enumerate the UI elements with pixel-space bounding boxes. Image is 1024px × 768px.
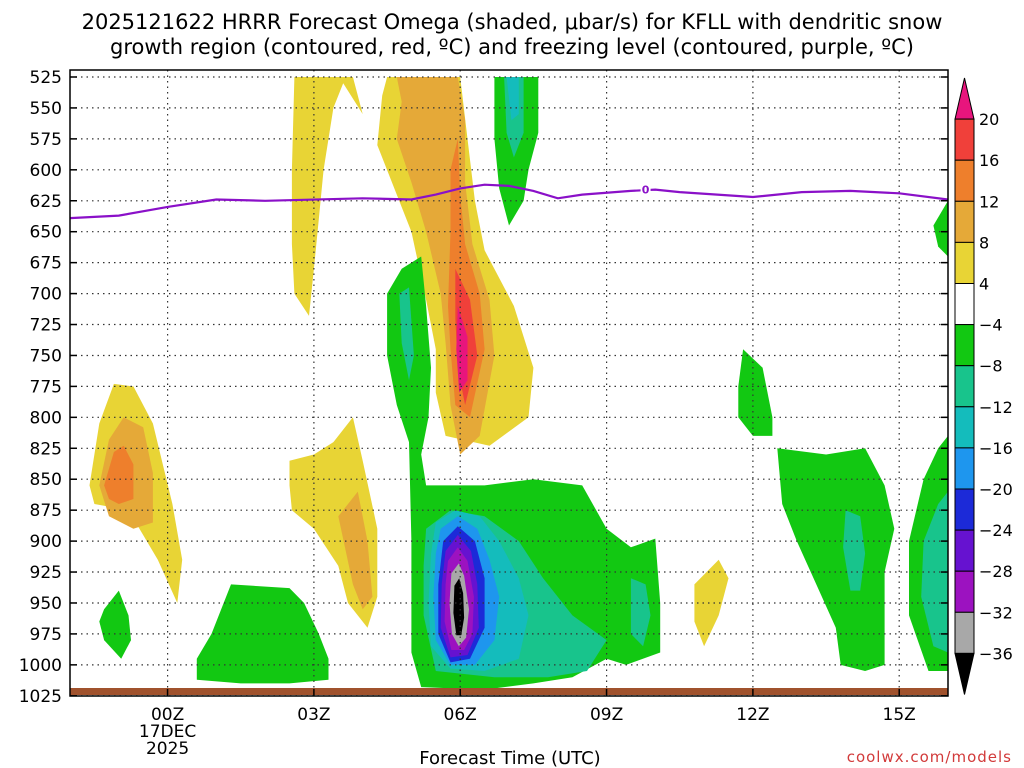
y-tick-label: 850 (30, 470, 62, 490)
plot-frame (69, 69, 949, 697)
y-tick-label: 700 (30, 285, 62, 305)
colorbar-band-9 (954, 447, 975, 490)
plot-border (69, 69, 949, 697)
colorbar-band-5 (954, 283, 975, 326)
colorbar-label: 12 (979, 192, 999, 211)
x-tick-label: 03Z (297, 705, 330, 725)
colorbar-band-13 (954, 611, 975, 654)
y-tick-label: 875 (30, 501, 62, 521)
colorbar: 20 16 12 8 4 −4 −8 −12 −16 −20 −24 −28 −32 −36 (954, 77, 1013, 695)
chart-title-line-2: growth region (contoured, red, ºC) and f… (110, 35, 914, 59)
colorbar-label: −12 (979, 398, 1013, 417)
colorbar-label: −20 (979, 480, 1013, 499)
y-tick-label: 575 (30, 130, 62, 150)
omega-region-33 (933, 200, 948, 257)
colorbar-band-10 (954, 488, 975, 531)
omega-region-18 (630, 578, 651, 647)
x-tick-label: 06Z (444, 705, 477, 725)
colorbar-label: −8 (979, 357, 1003, 376)
colorbar-band-3 (954, 200, 975, 243)
omega-region-8 (456, 306, 468, 393)
y-tick-label: 675 (30, 254, 62, 274)
colorbar-label: −28 (979, 562, 1013, 581)
y-tick-label: 775 (30, 377, 62, 397)
x-tick-label: 09Z (590, 705, 623, 725)
y-tick-label: 1000 (19, 656, 62, 676)
x-tick-label: 12Z (736, 705, 769, 725)
y-tick-label: 750 (30, 347, 62, 367)
colorbar-label: 8 (979, 233, 989, 252)
y-tick-label: 800 (30, 408, 62, 428)
y-tick-label: 1025 (19, 687, 62, 707)
y-tick-label: 975 (30, 625, 62, 645)
y-tick-label: 650 (30, 223, 62, 243)
y-axis: 525 550 575 600 625 650 675 700 725 750 775 800 825 8… (19, 68, 948, 707)
freezing-level: 0 (70, 181, 948, 220)
colorbar-band-1 (954, 118, 975, 161)
omega-region-10 (338, 491, 373, 610)
colorbar-label: −16 (979, 439, 1013, 458)
colorbar-band-8 (954, 406, 975, 449)
colorbar-label: −24 (979, 521, 1013, 540)
omega-region-11 (694, 559, 729, 647)
credit-link[interactable]: coolwx.com/models (847, 748, 1012, 766)
colorbar-band-12 (954, 570, 975, 613)
x-tick-label: 00Z (151, 705, 184, 725)
colorbar-label: −4 (979, 316, 1003, 335)
surface-bar (70, 688, 948, 695)
y-tick-label: 950 (30, 594, 62, 614)
colorbar-band-6 (954, 324, 975, 367)
omega-region-3 (291, 77, 363, 316)
colorbar-band-4 (954, 241, 975, 284)
colorbar-band-11 (954, 529, 975, 572)
omega-region-12 (494, 77, 539, 226)
x-tick-sublabel: 17DEC (139, 722, 196, 742)
omega-shading (89, 77, 948, 690)
omega-region-29 (777, 448, 895, 671)
omega-region-14 (506, 77, 519, 121)
x-tick-label: 15Z (883, 705, 916, 725)
omega-region-16 (399, 287, 414, 381)
x-tick-sublabel: 2025 (146, 739, 189, 759)
colorbar-label: 20 (979, 110, 999, 129)
y-tick-label: 525 (30, 68, 62, 88)
freezing-level-label-bg (640, 181, 651, 196)
omega-region-28 (738, 349, 773, 436)
colorbar-label: −36 (979, 644, 1013, 663)
y-tick-label: 900 (30, 532, 62, 552)
y-tick-label: 825 (30, 439, 62, 459)
omega-region-26 (99, 590, 131, 659)
colorbar-label: 16 (979, 151, 999, 170)
x-axis-title: Forecast Time (UTC) (419, 748, 600, 768)
y-tick-label: 600 (30, 161, 62, 181)
y-tick-label: 625 (30, 192, 62, 212)
y-tick-label: 550 (30, 99, 62, 119)
y-tick-label: 925 (30, 563, 62, 583)
colorbar-band-0 (954, 77, 975, 120)
freezing-level-line (70, 183, 948, 220)
colorbar-label: 4 (979, 275, 989, 294)
freezing-level-label: 0 (642, 184, 650, 197)
omega-region-2 (104, 445, 134, 504)
chart-title-line-1: 2025121622 HRRR Forecast Omega (shaded, … (82, 10, 943, 34)
omega-region-25 (453, 578, 465, 636)
colorbar-label: −32 (979, 603, 1013, 622)
y-tick-label: 725 (30, 316, 62, 336)
colorbar-band-7 (954, 365, 975, 408)
colorbar-band-14 (954, 652, 975, 695)
omega-region-30 (843, 510, 866, 591)
colorbar-band-2 (954, 159, 975, 202)
